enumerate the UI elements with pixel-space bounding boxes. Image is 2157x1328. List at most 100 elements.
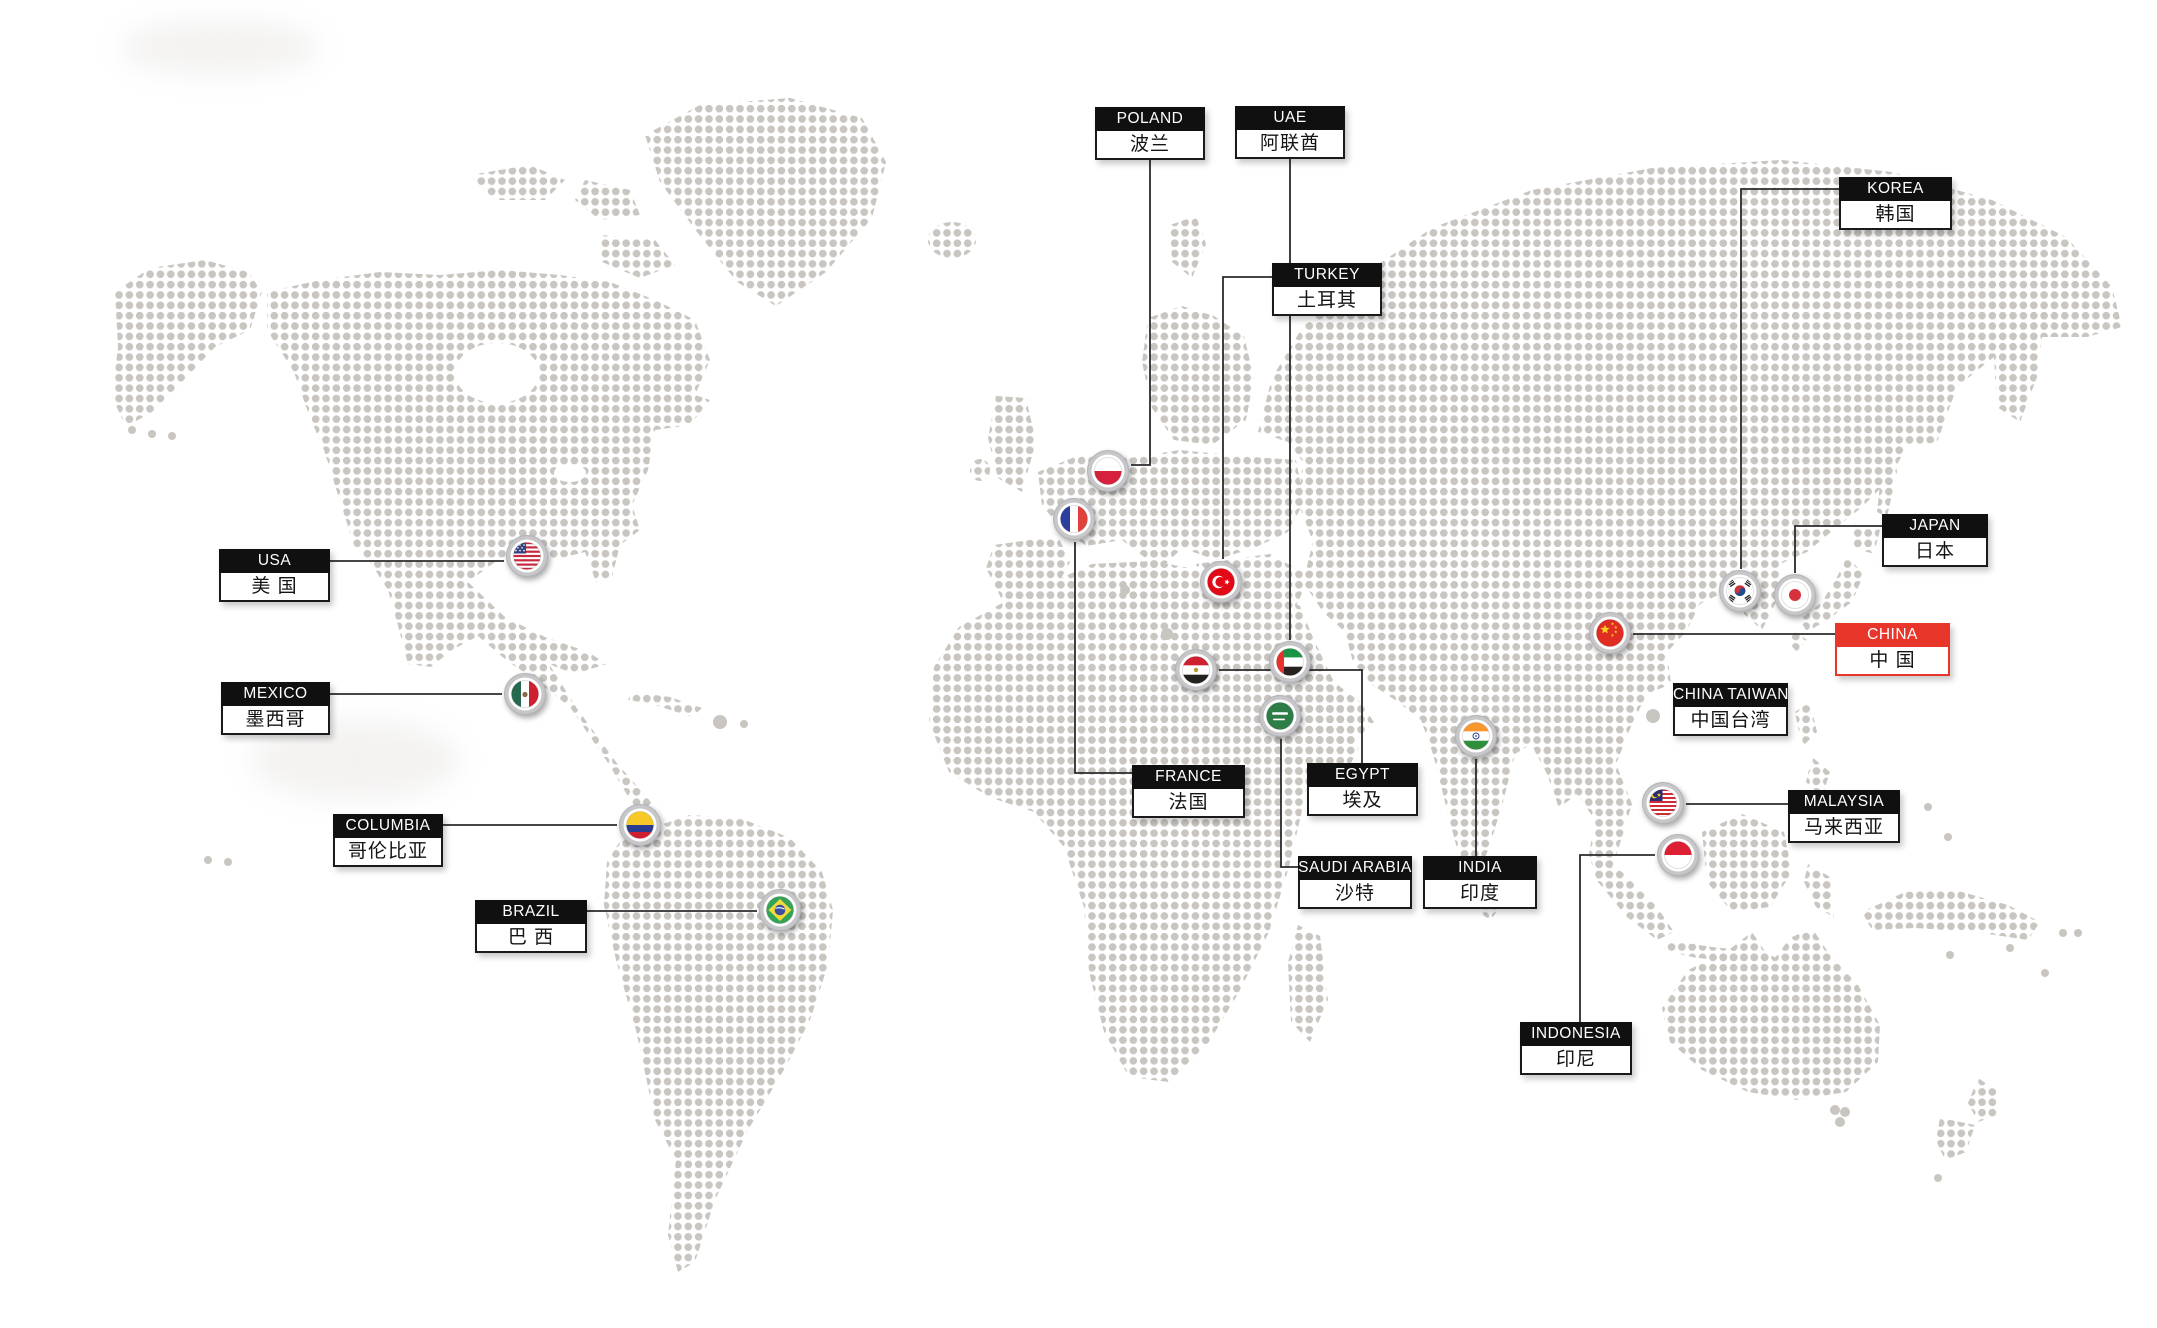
label-france: FRANCE 法国 <box>1132 765 1245 818</box>
philippines <box>1806 757 1830 797</box>
label-india: INDIA 印度 <box>1423 856 1537 909</box>
new-guinea <box>1862 890 2040 940</box>
egypt-marker[interactable] <box>1175 649 1217 691</box>
country-name-en: MEXICO <box>221 682 330 706</box>
asia <box>1258 160 2122 886</box>
label-japan: JAPAN 日本 <box>1882 514 1988 567</box>
country-name-zh: 土耳其 <box>1272 287 1382 316</box>
country-name-zh: 哥伦比亚 <box>333 838 443 867</box>
alaska <box>112 260 262 427</box>
colombia-flag-icon <box>626 811 654 839</box>
india-marker[interactable] <box>1455 715 1497 757</box>
greenland <box>645 98 886 306</box>
iceland <box>928 222 976 258</box>
country-name-en: UAE <box>1235 106 1345 130</box>
brazil-marker[interactable] <box>759 889 801 931</box>
columbia-marker[interactable] <box>619 804 661 846</box>
borneo <box>1702 814 1792 912</box>
egypt-flag-icon <box>1182 656 1210 684</box>
philippines <box>1795 702 1817 747</box>
poland-marker[interactable] <box>1087 450 1129 492</box>
north-america <box>267 270 710 832</box>
country-name-en: TURKEY <box>1272 263 1382 287</box>
country-name-zh: 巴 西 <box>475 924 587 953</box>
country-name-zh: 沙特 <box>1298 880 1412 909</box>
poland-flag-icon <box>1094 457 1122 485</box>
ireland <box>970 459 990 481</box>
label-indonesia: INDONESIA 印尼 <box>1520 1022 1632 1075</box>
scandinavia <box>1142 306 1254 445</box>
country-name-zh: 中国台湾 <box>1673 707 1788 736</box>
country-name-en: JAPAN <box>1882 514 1988 538</box>
korea-connector-line <box>1740 188 1839 569</box>
mexico-flag-icon <box>511 680 539 708</box>
label-china: CHINA 中 国 <box>1835 623 1950 676</box>
brazil-flag-icon <box>766 896 794 924</box>
country-name-en: BRAZIL <box>475 900 587 924</box>
hudson-bay <box>455 343 539 403</box>
country-name-zh: 印尼 <box>1520 1046 1632 1075</box>
new-zealand <box>1968 1078 1998 1122</box>
france-flag-icon <box>1060 505 1088 533</box>
label-korea: KOREA 韩国 <box>1839 177 1952 230</box>
country-name-en: USA <box>219 549 330 573</box>
sakhalin <box>1877 427 1897 517</box>
france-marker[interactable] <box>1053 498 1095 540</box>
country-name-en: INDONESIA <box>1520 1022 1632 1046</box>
egypt-connector-line <box>1219 669 1363 763</box>
uae-marker[interactable] <box>1269 641 1311 683</box>
france-connector-line <box>1074 542 1132 774</box>
label-brazil: BRAZIL 巴 西 <box>475 900 587 953</box>
country-name-zh: 波兰 <box>1095 131 1205 160</box>
arctic-russia-islands <box>1170 216 1206 278</box>
saudi-arabia-flag-icon <box>1266 702 1294 730</box>
baffin-island <box>600 235 675 278</box>
turkey-flag-icon <box>1207 568 1235 596</box>
mexico-marker[interactable] <box>504 673 546 715</box>
country-name-zh: 马来西亚 <box>1788 814 1900 843</box>
cuba <box>628 692 702 717</box>
label-turkey: TURKEY 土耳其 <box>1272 263 1382 316</box>
country-name-zh: 美 国 <box>219 573 330 602</box>
indonesia-marker[interactable] <box>1657 834 1699 876</box>
turkey-marker[interactable] <box>1200 561 1242 603</box>
country-name-en: COLUMBIA <box>333 814 443 838</box>
usa-marker[interactable] <box>506 535 548 577</box>
country-name-en: INDIA <box>1423 856 1537 880</box>
malaysia-flag-icon <box>1649 789 1677 817</box>
country-name-en: MALAYSIA <box>1788 790 1900 814</box>
turkey-connector-line <box>1222 276 1272 559</box>
sulawesi <box>1804 864 1834 917</box>
country-name-en: CHINA <box>1835 623 1950 647</box>
country-name-en: CHINA TAIWAN <box>1673 683 1788 707</box>
korea-marker[interactable] <box>1719 570 1761 612</box>
china-marker[interactable] <box>1589 612 1631 654</box>
label-mexico: MEXICO 墨西哥 <box>221 682 330 735</box>
label-saudi_arabia: SAUDI ARABIA 沙特 <box>1298 856 1412 909</box>
label-uae: UAE 阿联酋 <box>1235 106 1345 159</box>
malaysia-marker[interactable] <box>1642 782 1684 824</box>
australia <box>1662 928 1880 1100</box>
indonesia-connector-line <box>1579 854 1655 1022</box>
new-zealand <box>1936 1118 1975 1160</box>
continents <box>112 98 2122 1272</box>
label-malaysia: MALAYSIA 马来西亚 <box>1788 790 1900 843</box>
saudi_arabia-marker[interactable] <box>1259 695 1301 737</box>
label-poland: POLAND 波兰 <box>1095 107 1205 160</box>
sumatra <box>1592 854 1674 940</box>
country-name-zh: 韩国 <box>1839 201 1952 230</box>
great-lakes <box>554 464 586 482</box>
indonesia-flag-icon <box>1664 841 1692 869</box>
india-flag-icon <box>1462 722 1490 750</box>
japan-marker[interactable] <box>1774 574 1816 616</box>
uae-flag-icon <box>1276 648 1304 676</box>
background-smudge <box>120 20 320 75</box>
saudi_arabia-connector-line <box>1280 739 1298 868</box>
korea-flag-icon <box>1726 577 1754 605</box>
label-egypt: EGYPT 埃及 <box>1307 763 1418 816</box>
arctic-islands <box>470 165 565 200</box>
country-name-zh: 法国 <box>1132 789 1245 818</box>
label-china_taiwan: CHINA TAIWAN 中国台湾 <box>1673 683 1788 736</box>
